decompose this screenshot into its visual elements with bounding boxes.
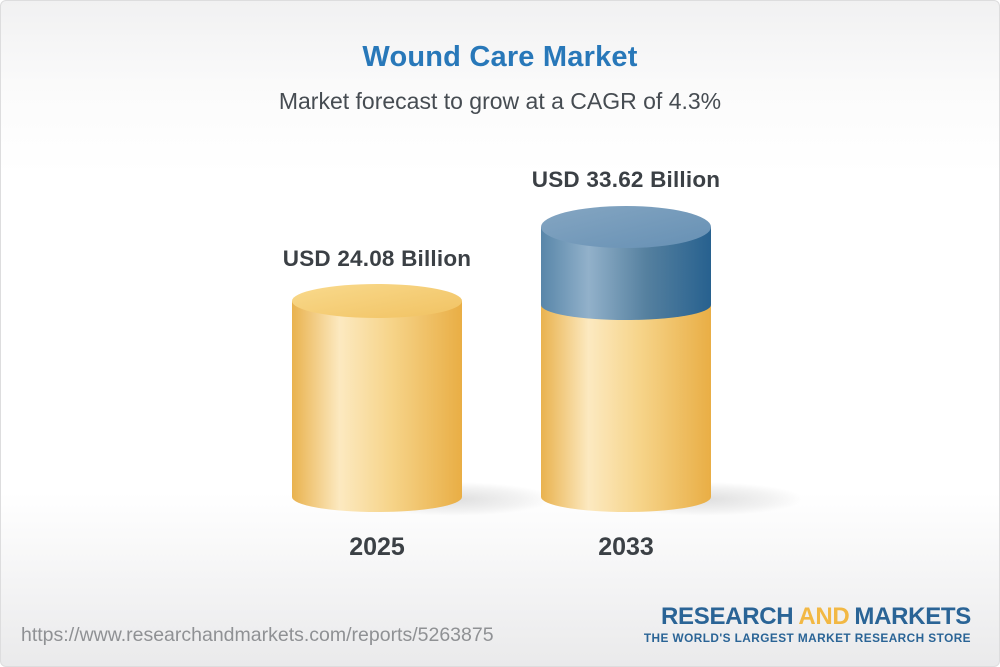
logo-wordmark: RESEARCH AND MARKETS	[644, 603, 971, 630]
bar-2025-cylinder	[292, 284, 462, 512]
value-label-2025: USD 24.08 Billion	[282, 246, 472, 271]
category-label-2033: 2033	[598, 533, 654, 561]
chart-subtitle: Market forecast to grow at a CAGR of 4.3…	[278, 88, 722, 114]
chart-title: Wound Care Market	[362, 41, 638, 73]
bar-2025-top-cap	[292, 284, 462, 318]
logo-word-and: AND	[798, 603, 850, 630]
logo-word-research: RESEARCH	[661, 603, 794, 630]
bar-2033-cylinder	[541, 206, 711, 512]
category-label-2025: 2025	[349, 533, 405, 561]
bar-2025-body	[292, 301, 462, 497]
value-label-2033: USD 33.62 Billion	[531, 167, 721, 192]
logo-tagline: THE WORLD'S LARGEST MARKET RESEARCH STOR…	[643, 631, 971, 646]
bar-2033-base-segment	[541, 305, 711, 497]
logo-word-markets: MARKETS	[854, 603, 971, 630]
bar-2033-top-cap	[541, 206, 711, 248]
report-url[interactable]: https://www.researchandmarkets.com/repor…	[21, 624, 494, 646]
researchandmarkets-logo: RESEARCH AND MARKETS THE WORLD'S LARGEST M…	[643, 603, 971, 646]
